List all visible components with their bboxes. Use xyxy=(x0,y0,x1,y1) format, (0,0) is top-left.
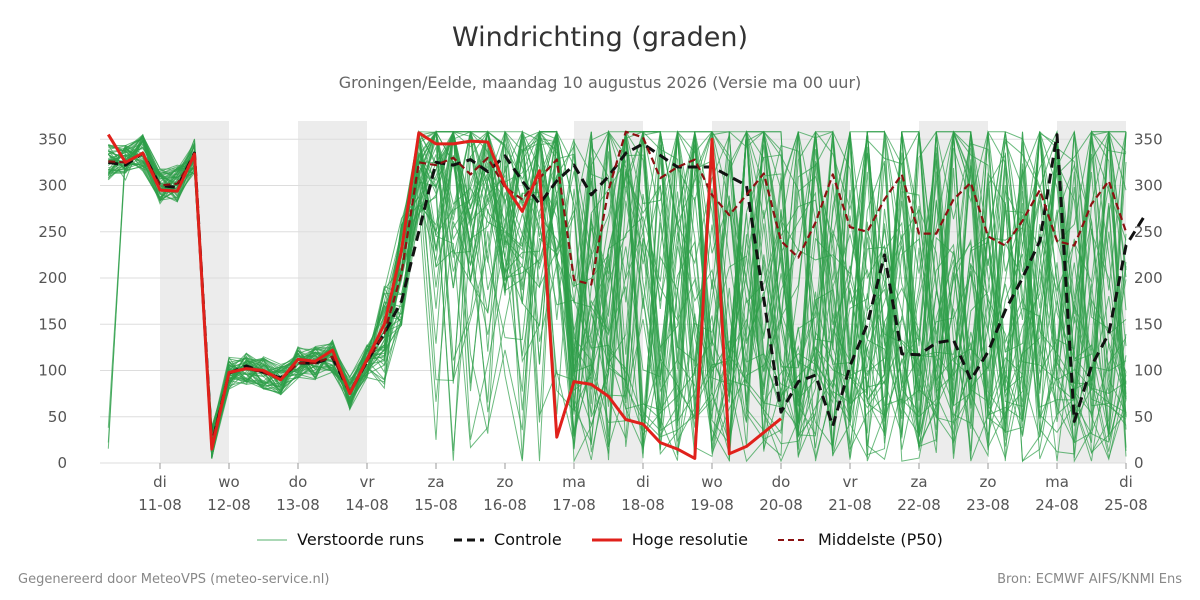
legend-swatch-median xyxy=(777,538,808,541)
x-tick-date-7: 18-08 xyxy=(621,496,665,514)
x-axis: di 11-08 wo 12-08 do 13-08 vr 14-08 za 15-08 zo 16-… xyxy=(138,463,1148,514)
y-tick-right-200: 200 xyxy=(1134,269,1163,287)
y-tick-left-100: 100 xyxy=(38,362,67,380)
legend-label-control: Controle xyxy=(494,530,562,549)
y-tick-right-350: 350 xyxy=(1134,130,1163,148)
legend-label-hires: Hoge resolutie xyxy=(631,530,748,549)
perturbed-run-44 xyxy=(108,131,1127,461)
perturbed-run-26 xyxy=(108,131,1127,444)
x-tick-weekday-0: di xyxy=(153,473,167,491)
y-tick-left-0: 0 xyxy=(57,454,67,472)
y-tick-right-50: 50 xyxy=(1134,408,1153,426)
y-tick-right-150: 150 xyxy=(1134,315,1163,333)
x-tick-date-9: 20-08 xyxy=(759,496,803,514)
legend-item-hires[interactable]: Hoge resolutie xyxy=(591,530,748,549)
x-tick-date-11: 22-08 xyxy=(897,496,941,514)
y-tick-left-200: 200 xyxy=(38,269,67,287)
perturbed-run-39 xyxy=(107,130,1127,463)
perturbed-run-29 xyxy=(108,130,1127,457)
legend: Verstoorde runs Controle Hoge resolutie … xyxy=(0,530,1200,549)
footer-source: Bron: ECMWF AIFS/KNMI Ens xyxy=(997,572,1182,587)
series-hires xyxy=(107,131,782,460)
series-control xyxy=(108,133,1145,446)
y-tick-left-350: 350 xyxy=(38,130,67,148)
y-tick-left-50: 50 xyxy=(48,408,67,426)
chart-title: Windrichting (graden) xyxy=(451,22,749,53)
chart-subtitle: Groningen/Eelde, maandag 10 augustus 202… xyxy=(338,73,862,92)
x-tick-date-5: 16-08 xyxy=(483,496,527,514)
legend-item-median[interactable]: Middelste (P50) xyxy=(777,530,943,549)
x-tick-weekday-7: di xyxy=(636,473,650,491)
x-tick-date-10: 21-08 xyxy=(828,496,872,514)
perturbed-run-46 xyxy=(107,130,1127,462)
perturbed-run-47 xyxy=(108,130,1127,454)
x-tick-weekday-1: wo xyxy=(218,473,239,491)
x-tick-weekday-9: do xyxy=(772,473,791,491)
x-tick-weekday-4: za xyxy=(427,473,444,491)
perturbed-run-32 xyxy=(108,129,1127,463)
wind-direction-chart: 0 50 100 150 200 250 300 350 0 50 100 150 200 250 300… xyxy=(38,121,1163,514)
main-lines xyxy=(107,130,1145,460)
x-tick-weekday-13: ma xyxy=(1045,473,1069,491)
x-tick-weekday-8: wo xyxy=(701,473,722,491)
y-tick-right-300: 300 xyxy=(1134,177,1163,195)
x-tick-date-8: 19-08 xyxy=(690,496,734,514)
footer-generated-by: Gegenereerd door MeteoVPS (meteo-service… xyxy=(18,572,330,587)
perturbed-run-43 xyxy=(108,131,1127,458)
x-tick-weekday-10: vr xyxy=(842,473,858,491)
y-tick-left-300: 300 xyxy=(38,177,67,195)
x-tick-weekday-5: zo xyxy=(496,473,513,491)
x-tick-weekday-14: di xyxy=(1119,473,1133,491)
perturbed-run-49 xyxy=(108,130,1127,450)
legend-swatch-control xyxy=(454,538,485,541)
y-tick-left-150: 150 xyxy=(38,315,67,333)
x-tick-date-3: 14-08 xyxy=(345,496,389,514)
legend-label-perturbed: Verstoorde runs xyxy=(297,530,425,549)
y-tick-left-250: 250 xyxy=(38,223,67,241)
legend-swatch-hires xyxy=(591,538,622,541)
x-tick-date-14: 25-08 xyxy=(1104,496,1148,514)
y-tick-right-100: 100 xyxy=(1134,362,1163,380)
legend-swatch-perturbed xyxy=(257,539,288,540)
x-tick-date-4: 15-08 xyxy=(414,496,458,514)
legend-item-perturbed[interactable]: Verstoorde runs xyxy=(257,530,424,549)
y-axis-right: 0 50 100 150 200 250 300 350 xyxy=(1134,130,1163,472)
y-tick-right-0: 0 xyxy=(1134,454,1144,472)
x-tick-date-1: 12-08 xyxy=(207,496,251,514)
y-axis-left: 0 50 100 150 200 250 300 350 xyxy=(38,130,67,472)
x-tick-weekday-12: zo xyxy=(979,473,996,491)
x-tick-date-0: 11-08 xyxy=(138,496,182,514)
legend-item-control[interactable]: Controle xyxy=(454,530,562,549)
night-band-1 xyxy=(298,121,367,463)
x-tick-date-6: 17-08 xyxy=(552,496,596,514)
x-tick-weekday-6: ma xyxy=(562,473,586,491)
x-tick-weekday-11: za xyxy=(910,473,927,491)
x-tick-date-12: 23-08 xyxy=(966,496,1010,514)
y-tick-right-250: 250 xyxy=(1134,223,1163,241)
x-tick-weekday-2: do xyxy=(289,473,308,491)
perturbed-run-42 xyxy=(108,130,1127,457)
x-tick-weekday-3: vr xyxy=(359,473,375,491)
x-tick-date-2: 13-08 xyxy=(276,496,320,514)
legend-label-median: Middelste (P50) xyxy=(817,530,943,549)
x-tick-date-13: 24-08 xyxy=(1035,496,1079,514)
